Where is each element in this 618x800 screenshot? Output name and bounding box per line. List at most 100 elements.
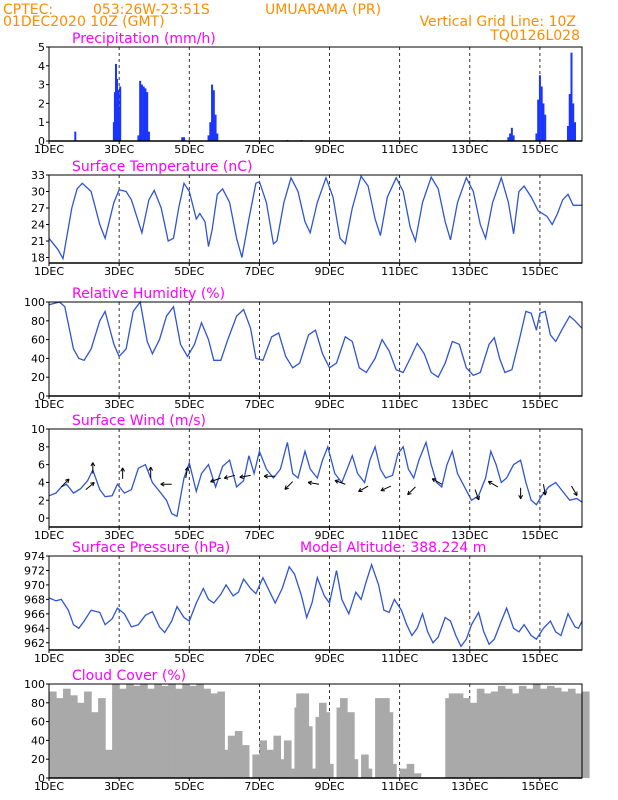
temp-ytick-label: 33 [31, 169, 45, 182]
cloud-xtick-label: 7DEC [244, 780, 274, 793]
rh-xtick-label: 15DEC [521, 398, 558, 411]
wind-ytick-label: 10 [31, 423, 45, 436]
rh-ytick-label: 0 [38, 390, 45, 403]
wind-arrow [160, 481, 172, 487]
cloud-bar [553, 687, 562, 778]
cloud-ytick-label: 80 [31, 697, 45, 710]
pressure-title: Surface Pressure (hPa) [72, 540, 230, 556]
temp-series-line [48, 174, 582, 261]
wind-arrow [239, 474, 251, 479]
cloud-ytick-label: 100 [24, 678, 45, 691]
wind-arrow [407, 486, 416, 496]
cloud-bar [308, 768, 317, 778]
pressure-ytick-label: 964 [24, 622, 45, 635]
precip-bar [509, 133, 512, 141]
cloud-ytick-label: 60 [31, 716, 45, 729]
precip-ytick-label: 4 [38, 60, 45, 73]
temp-xtick-label: 3DEC [104, 265, 134, 278]
wind-arrow [223, 474, 235, 480]
cloud-bar [49, 691, 57, 778]
pressure-series-line [48, 562, 583, 648]
cloud-panel: 0 20 40 60 80 100 1DEC 3DEC 5DEC 7DEC 9DEC 11DEC 13D… [24, 668, 590, 793]
header-coords: 053:26W-23:51S [93, 2, 210, 18]
temp-xtick-label: 15DEC [521, 265, 558, 278]
wind-arrow [148, 466, 154, 478]
precip-xtick-label: 13DEC [451, 143, 488, 156]
wind-title: Surface Wind (m/s) [72, 413, 206, 429]
precip-xtick-label: 5DEC [174, 143, 204, 156]
cloud-bar [406, 763, 415, 778]
cloud-bar [168, 684, 176, 778]
precip-bar [147, 131, 150, 141]
cloud-title: Cloud Cover (%) [72, 668, 186, 684]
precip-bar [572, 103, 575, 141]
cloud-bar [539, 688, 548, 778]
precip-title: Precipitation (mm/h) [72, 31, 216, 47]
header-source: CPTEC: [3, 2, 53, 18]
wind-arrow [358, 485, 369, 493]
cloud-bar [203, 688, 211, 778]
cloud-bar [112, 684, 120, 778]
temp-ytick-label: 30 [31, 186, 45, 199]
wind-arrow [474, 489, 480, 501]
cloud-bar [91, 712, 99, 778]
wind-arrow [210, 477, 221, 483]
cloud-bar [266, 749, 275, 778]
cloud-bar [511, 693, 520, 778]
wind-arrow [487, 480, 499, 488]
pressure-ytick-label: 966 [24, 608, 45, 621]
wind-ytick-label: 6 [38, 459, 45, 472]
wind-panel: 0 2 4 6 8 10 1DEC 3DEC 5DEC 7DEC 9DEC 11DEC 13DEC 15D… [31, 413, 583, 542]
cloud-bar [126, 684, 134, 778]
wind-arrow [431, 478, 442, 485]
temp-ytick-label: 18 [31, 252, 45, 265]
cloud-bar [350, 759, 359, 778]
precip-xtick-label: 9DEC [314, 143, 344, 156]
cloud-bar [364, 768, 373, 778]
precip-bar [144, 88, 147, 141]
pressure-ytick-label: 974 [24, 550, 45, 563]
precip-bar [139, 80, 142, 141]
precip-xtick-label: 11DEC [381, 143, 418, 156]
pressure-xtick-label: 5DEC [174, 652, 204, 665]
cloud-bar [413, 773, 422, 778]
precip-xtick-label: 1DEC [34, 143, 64, 156]
cloud-bar [259, 740, 268, 778]
rh-title: Relative Humidity (%) [72, 286, 225, 302]
temp-xtick-label: 13DEC [451, 265, 488, 278]
wind-arrow [120, 467, 125, 479]
cloud-bar [582, 691, 590, 778]
rh-series-line [48, 300, 583, 379]
header-station: UMUARAMA (PR) [265, 2, 381, 18]
cloud-bar [532, 684, 541, 778]
precip-ytick-label: 2 [38, 97, 45, 110]
cloud-bar [70, 695, 78, 778]
precip-bar [183, 137, 186, 141]
cloud-bar [234, 731, 243, 778]
precip-bar [181, 137, 184, 141]
precip-bar [137, 135, 140, 141]
precip-xtick-label: 15DEC [521, 143, 558, 156]
wind-xtick-label: 1DEC [34, 529, 64, 542]
cloud-bar [574, 693, 583, 778]
cloud-bar [476, 688, 485, 778]
precip-bar [119, 86, 122, 141]
temp-frame [48, 174, 583, 264]
cloud-bar [161, 685, 169, 778]
precip-bar [146, 92, 149, 141]
rh-xtick-label: 3DEC [104, 398, 134, 411]
cloud-bar [276, 759, 285, 778]
cloud-bar [304, 726, 313, 778]
precip-xtick-label: 7DEC [244, 143, 274, 156]
temp-xtick-label: 5DEC [174, 265, 204, 278]
wind-arrow [307, 480, 320, 486]
pressure-xtick-label: 11DEC [381, 652, 418, 665]
wind-arrow [380, 485, 392, 492]
precip-ytick-label: 5 [38, 41, 45, 54]
wind-arrow [184, 466, 190, 479]
cloud-bar [560, 691, 569, 778]
precip-bar [510, 127, 513, 141]
wind-series-line [48, 440, 583, 518]
precip-bar [538, 75, 541, 141]
